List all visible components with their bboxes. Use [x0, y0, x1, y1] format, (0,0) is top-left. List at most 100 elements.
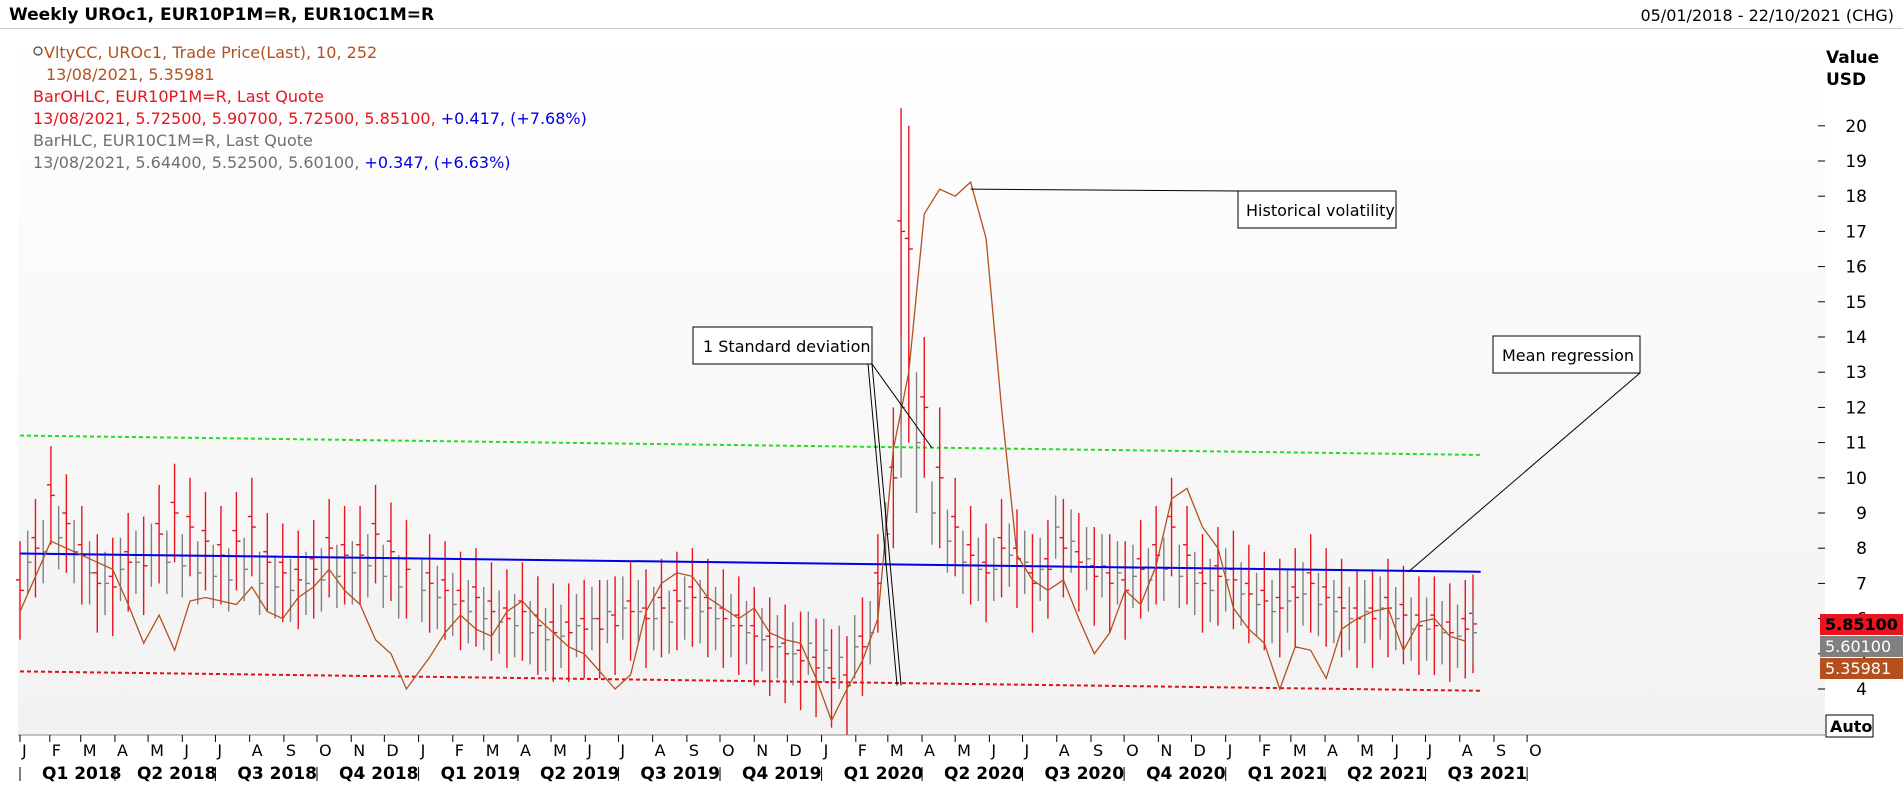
put-bar	[1414, 576, 1423, 675]
x-quarter-label: Q1 2018	[42, 764, 122, 784]
put-bar	[201, 491, 210, 591]
legend-call-title: BarHLC, EUR10C1M=R, Last Quote	[33, 131, 313, 150]
x-month-label: S	[689, 741, 699, 760]
call-bar	[483, 586, 488, 651]
y-tick-label: 13	[1845, 363, 1867, 383]
chart-title: Weekly UROc1, EUR10P1M=R, EUR10C1M=R	[9, 5, 435, 25]
put-bar	[356, 505, 365, 605]
x-quarter-label: Q1 2019	[441, 764, 521, 784]
put-bar	[1213, 527, 1222, 626]
put-bar	[812, 618, 821, 718]
call-bar	[1116, 541, 1122, 605]
call-bar	[104, 551, 110, 616]
x-month-label: A	[252, 741, 263, 760]
call-bar	[1379, 576, 1385, 640]
call-bar	[135, 530, 140, 594]
call-bar	[575, 593, 581, 658]
y-tick-label: 19	[1845, 152, 1867, 172]
x-month-label: N	[1160, 741, 1172, 760]
put-bar	[309, 520, 318, 619]
x-month-label: J	[1227, 741, 1233, 760]
put-bar	[16, 541, 24, 640]
call-bar	[823, 618, 828, 682]
call-bar	[931, 481, 936, 545]
put-bar	[31, 498, 40, 598]
x-month-label: D	[386, 741, 398, 760]
legend-pin-icon[interactable]	[33, 46, 43, 56]
call-bar	[637, 579, 643, 644]
x-month-label: D	[789, 741, 801, 760]
put-bar	[1167, 477, 1176, 577]
put-bar	[858, 597, 867, 697]
auto-scale-label[interactable]: Auto	[1830, 717, 1872, 736]
call-bar	[761, 608, 766, 672]
chart-area[interactable]: VltyCC, UROc1, Trade Price(Last), 10, 25…	[0, 29, 1903, 812]
x-month-label: A	[655, 741, 666, 760]
mean-reg-leader	[1408, 372, 1641, 573]
put-bar	[1244, 544, 1253, 644]
call-price-label: 5.60100	[1825, 637, 1891, 656]
annotation-box	[692, 326, 873, 365]
call-price-badge	[1820, 636, 1903, 657]
x-month-label: J	[183, 741, 189, 760]
call-bar	[993, 537, 998, 601]
call-bar	[436, 565, 442, 630]
x-quarter-label: Q4 2020	[1146, 764, 1226, 784]
legend-vol-title: VltyCC, UROc1, Trade Price(Last), 10, 25…	[44, 43, 377, 62]
put-bar	[186, 477, 195, 577]
x-quarter-label: Q2 2020	[944, 764, 1024, 784]
annotation-leader-lines	[867, 188, 1641, 686]
x-month-label: A	[924, 741, 935, 760]
put-bar	[951, 477, 960, 577]
x-month-label: M	[150, 741, 164, 760]
call-bar	[1240, 562, 1246, 626]
call-bar	[745, 601, 751, 665]
put-bar	[371, 484, 380, 584]
x-month-label: J	[1427, 741, 1433, 760]
y-tick-label: 11	[1845, 434, 1867, 454]
call-bar	[1101, 534, 1107, 598]
call-bar	[792, 622, 797, 686]
call-bar	[622, 576, 627, 640]
y-tick-label: 14	[1845, 328, 1867, 348]
legend-put-change: +0.417, (+7.68%)	[441, 109, 587, 128]
put-bar	[750, 586, 759, 686]
date-range[interactable]: 05/01/2018 - 22/10/2021 (CHG)	[1640, 6, 1894, 25]
std-dev-leader	[871, 362, 933, 686]
x-month-label: M	[890, 741, 904, 760]
put-bar	[1399, 565, 1408, 665]
x-month-label: A	[1059, 741, 1070, 760]
put-bar	[170, 463, 179, 563]
x-month-label: S	[1093, 741, 1103, 760]
x-month-label: M	[1360, 741, 1374, 760]
call-bar	[776, 615, 782, 679]
call-bar	[166, 530, 171, 594]
x-month-label: J	[990, 741, 996, 760]
chart-title-bar: Weekly UROc1, EUR10P1M=R, EUR10C1M=R 05/…	[0, 0, 1903, 29]
x-month-label: O	[1529, 741, 1542, 760]
x-month-label: O	[319, 741, 332, 760]
y-axis-title: Value	[1826, 48, 1879, 68]
put-bar	[827, 629, 836, 728]
put-bar	[595, 579, 604, 679]
call-bar	[1008, 523, 1014, 587]
x-month-label: F	[1262, 741, 1271, 760]
put-bar	[502, 569, 511, 668]
put-bar	[580, 579, 589, 679]
annotation-mean-regression: Mean regression	[1492, 335, 1641, 374]
call-bar	[591, 586, 596, 651]
auto-scale-button[interactable]: Auto	[1825, 714, 1874, 738]
call-bar	[382, 544, 388, 609]
x-month-label: M	[957, 741, 971, 760]
call-bar	[1085, 527, 1091, 591]
put-bar	[93, 534, 102, 633]
call-bar	[88, 541, 94, 605]
x-quarter-label: Q3 2018	[237, 764, 317, 784]
mean-regression-line	[19, 552, 1481, 573]
lower-std-band	[19, 670, 1481, 692]
put-bar	[1136, 520, 1145, 619]
call-bar	[181, 534, 187, 598]
call-bar	[1441, 601, 1447, 665]
put-bar	[441, 541, 450, 640]
put-bar	[325, 498, 334, 598]
